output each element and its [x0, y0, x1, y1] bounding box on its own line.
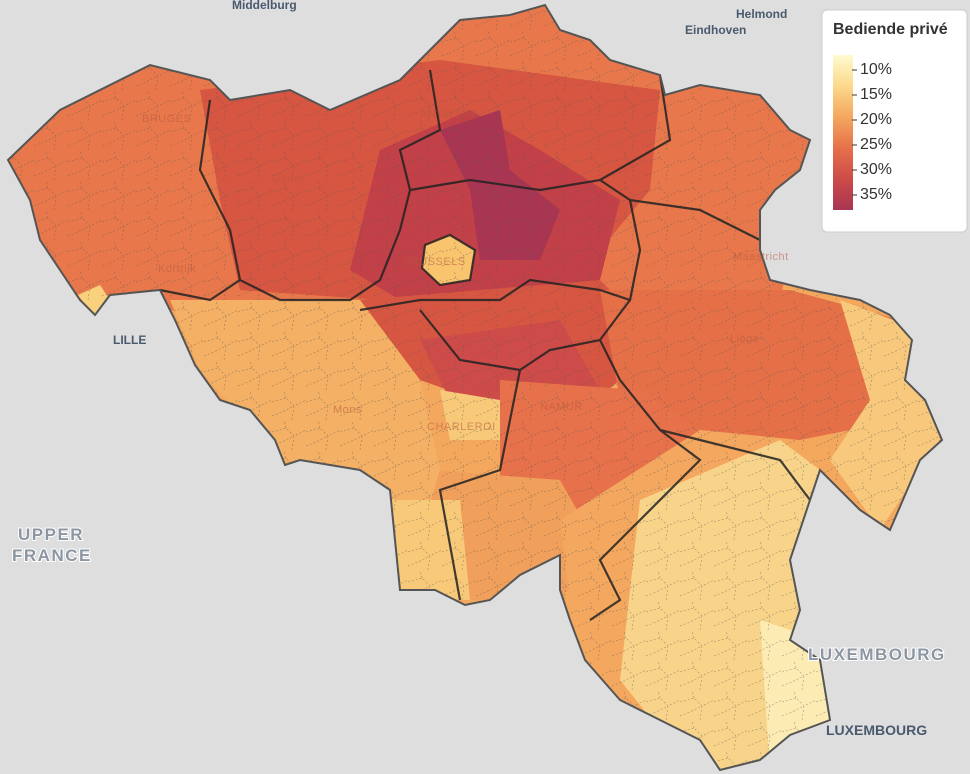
- legend: Bediende privé 10% 15% 20% 25% 30% 35%: [821, 9, 968, 233]
- legend-tick-label: 20%: [860, 111, 892, 128]
- place-label: CHARLEROI: [427, 421, 496, 433]
- place-label: BRUSSELS: [403, 256, 466, 268]
- legend-tick-label: 25%: [860, 136, 892, 153]
- legend-tick-label: 15%: [860, 86, 892, 103]
- place-label: Helmond: [736, 7, 787, 21]
- place-label: NAMUR: [540, 401, 583, 413]
- place-label: ANTWERP: [420, 109, 479, 121]
- region-label: FRANCE: [12, 546, 92, 565]
- region-label: LUXEMBOURG: [808, 645, 946, 664]
- legend-tick-label: 30%: [860, 161, 892, 178]
- place-label: Eindhoven: [685, 23, 746, 37]
- place-label: Maastricht: [733, 251, 789, 263]
- region-label: UPPER: [18, 525, 84, 544]
- legend-tick-label: 35%: [860, 186, 892, 203]
- place-label: LILLE: [113, 333, 146, 347]
- color-scale: [833, 55, 853, 210]
- legend-box: [821, 9, 968, 233]
- place-label: Mons: [333, 404, 362, 416]
- place-label: LUXEMBOURG: [826, 722, 927, 738]
- legend-title: Bediende privé: [833, 21, 948, 38]
- legend-tick-label: 10%: [860, 61, 892, 78]
- place-label: Kortrijk: [158, 263, 196, 275]
- place-label: Ghent: [272, 173, 304, 185]
- place-label: Middelburg: [232, 0, 297, 12]
- place-label: BRUGES: [142, 113, 191, 125]
- place-label: Liège: [730, 333, 759, 345]
